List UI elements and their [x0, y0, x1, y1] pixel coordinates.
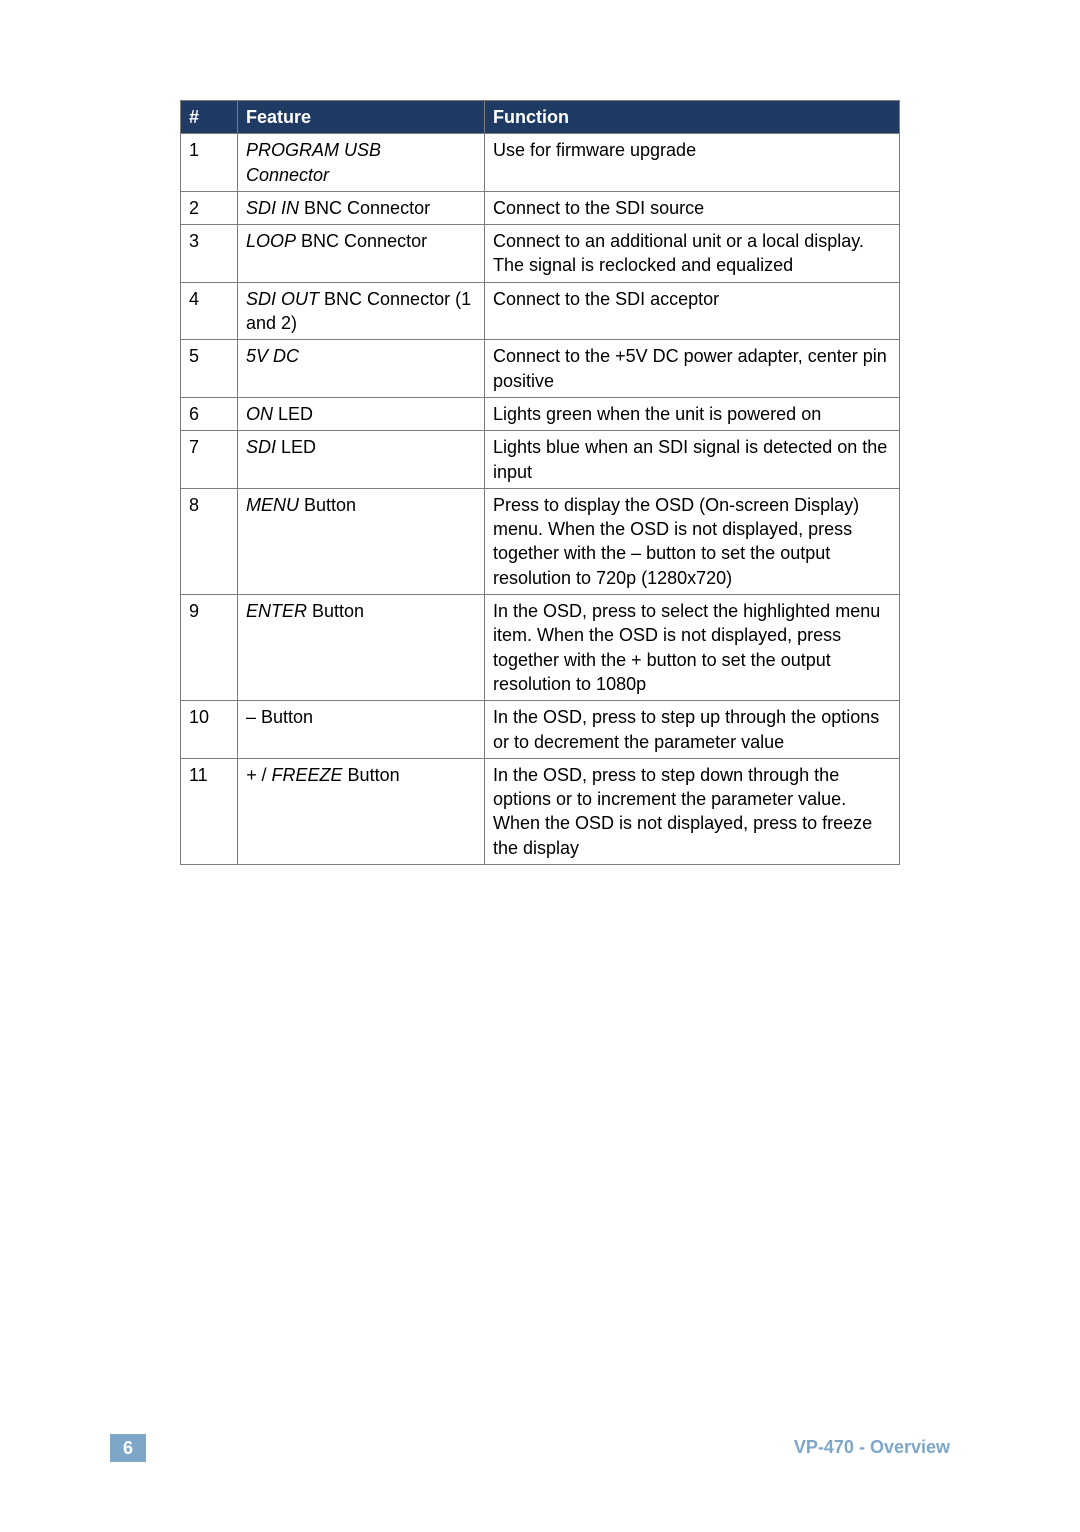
function-cell: Connect to the +5V DC power adapter, cen…: [485, 340, 900, 398]
feature-text: /: [257, 765, 272, 785]
feature-text: FREEZE: [272, 765, 343, 785]
feature-cell: ON LED: [238, 397, 485, 430]
feature-cell: MENU Button: [238, 488, 485, 594]
feature-cell: 5V DC: [238, 340, 485, 398]
function-cell: Lights green when the unit is powered on: [485, 397, 900, 430]
feature-text: +: [246, 765, 257, 785]
feature-cell: SDI IN BNC Connector: [238, 191, 485, 224]
table-row: 3LOOP BNC ConnectorConnect to an additio…: [181, 225, 900, 283]
row-number: 2: [181, 191, 238, 224]
page-footer: 6 VP-470 - Overview: [0, 1432, 1080, 1462]
table-row: 5 5V DC Connect to the +5V DC power adapte…: [181, 340, 900, 398]
feature-cell: PROGRAM USB Connector: [238, 134, 485, 192]
row-number: 10: [181, 701, 238, 759]
table-row: 8MENU ButtonPress to display the OSD (On…: [181, 488, 900, 594]
row-number: 9: [181, 595, 238, 701]
feature-text: Connector: [246, 165, 329, 185]
function-cell: Lights blue when an SDI signal is detect…: [485, 431, 900, 489]
function-cell: Connect to an additional unit or a local…: [485, 225, 900, 283]
table-body: 1PROGRAM USB ConnectorUse for firmware u…: [181, 134, 900, 865]
feature-text: BNC Connector: [299, 198, 430, 218]
col-header-number: #: [181, 101, 238, 134]
feature-text: SDI IN: [246, 198, 299, 218]
row-number: 5: [181, 340, 238, 398]
table-row: 4SDI OUT BNC Connector (1 and 2)Connect …: [181, 282, 900, 340]
feature-cell: SDI OUT BNC Connector (1 and 2): [238, 282, 485, 340]
table-row: 9ENTER ButtonIn the OSD, press to select…: [181, 595, 900, 701]
row-number: 1: [181, 134, 238, 192]
feature-cell: + / FREEZE Button: [238, 758, 485, 864]
col-header-function: Function: [485, 101, 900, 134]
feature-text: – Button: [246, 707, 313, 727]
feature-text: SDI: [246, 437, 276, 457]
feature-text: BNC Connector: [296, 231, 427, 251]
feature-text: PROGRAM USB: [246, 140, 381, 160]
feature-text: SDI OUT: [246, 289, 319, 309]
feature-text: LOOP: [246, 231, 296, 251]
feature-text: Button: [343, 765, 400, 785]
feature-function-table: # Feature Function 1PROGRAM USB Connecto…: [180, 100, 900, 865]
page-number: 6: [123, 1438, 133, 1459]
feature-cell: LOOP BNC Connector: [238, 225, 485, 283]
function-cell: Press to display the OSD (On-screen Disp…: [485, 488, 900, 594]
table-header-row: # Feature Function: [181, 101, 900, 134]
function-text: When the OSD is not displayed, press to …: [493, 813, 872, 857]
document-page: # Feature Function 1PROGRAM USB Connecto…: [0, 0, 1080, 1532]
feature-cell: SDI LED: [238, 431, 485, 489]
table-row: 2SDI IN BNC ConnectorConnect to the SDI …: [181, 191, 900, 224]
row-number: 8: [181, 488, 238, 594]
table-row: 10 – Button In the OSD, press to step up t…: [181, 701, 900, 759]
row-number: 3: [181, 225, 238, 283]
row-number: 7: [181, 431, 238, 489]
function-cell: In the OSD, press to step down through t…: [485, 758, 900, 864]
feature-text: LED: [273, 404, 313, 424]
table-row: 6ON LEDLights green when the unit is pow…: [181, 397, 900, 430]
footer-title: VP-470 - Overview: [794, 1437, 950, 1458]
feature-text: Button: [307, 601, 364, 621]
function-cell: In the OSD, press to select the highligh…: [485, 595, 900, 701]
feature-cell: – Button: [238, 701, 485, 759]
feature-cell: ENTER Button: [238, 595, 485, 701]
row-number: 11: [181, 758, 238, 864]
feature-text: ENTER: [246, 601, 307, 621]
feature-text: Button: [299, 495, 356, 515]
feature-text: LED: [276, 437, 316, 457]
function-text: In the OSD, press to step down through t…: [493, 765, 846, 809]
feature-text: 5V DC: [246, 346, 299, 366]
function-cell: In the OSD, press to step up through the…: [485, 701, 900, 759]
table-row: 1PROGRAM USB ConnectorUse for firmware u…: [181, 134, 900, 192]
table-row: 7SDI LEDLights blue when an SDI signal i…: [181, 431, 900, 489]
feature-text: ON: [246, 404, 273, 424]
function-cell: Use for firmware upgrade: [485, 134, 900, 192]
feature-text: MENU: [246, 495, 299, 515]
function-cell: Connect to the SDI source: [485, 191, 900, 224]
col-header-feature: Feature: [238, 101, 485, 134]
row-number: 4: [181, 282, 238, 340]
table-row: 11+ / FREEZE ButtonIn the OSD, press to …: [181, 758, 900, 864]
page-number-badge: 6: [110, 1434, 146, 1462]
function-cell: Connect to the SDI acceptor: [485, 282, 900, 340]
row-number: 6: [181, 397, 238, 430]
